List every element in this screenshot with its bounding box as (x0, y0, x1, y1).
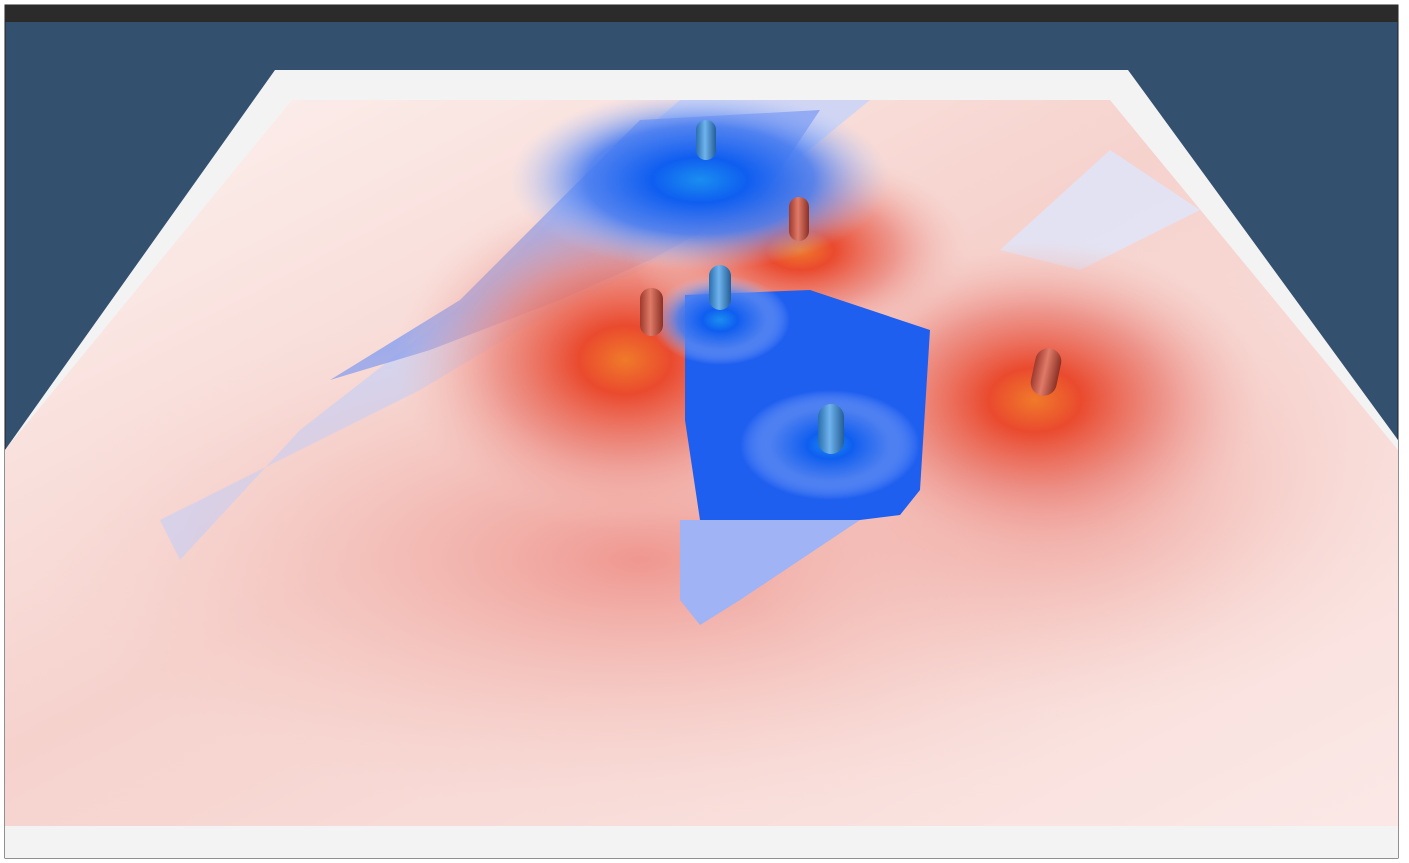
units (640, 120, 1062, 454)
blue-influence (650, 275, 790, 365)
top-bar (5, 5, 1398, 22)
influence-map (5, 100, 1398, 826)
red-unit (789, 197, 809, 241)
blue-unit (696, 120, 716, 160)
blue-band-right (1000, 150, 1200, 270)
blue-unit (709, 265, 731, 310)
red-unit (640, 288, 663, 336)
blue-influence (510, 100, 890, 270)
red-unit (1030, 348, 1062, 396)
blue-unit (818, 404, 844, 454)
blue-fade (680, 520, 860, 625)
